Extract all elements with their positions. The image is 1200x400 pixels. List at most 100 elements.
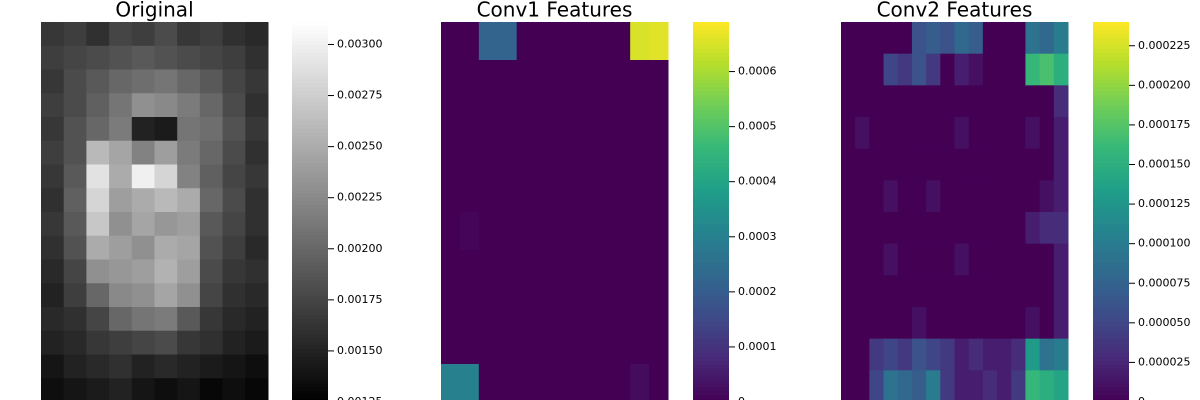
colorbar-gradient bbox=[292, 371, 328, 376]
colorbar-gradient bbox=[1093, 79, 1129, 84]
colorbar-gradient bbox=[1093, 333, 1129, 338]
colorbar-gradient bbox=[292, 109, 328, 114]
colorbar-gradient bbox=[292, 299, 328, 304]
colorbar-gradient bbox=[1093, 219, 1129, 224]
heatmap-cell bbox=[1039, 212, 1055, 245]
heatmap-cell bbox=[611, 288, 631, 327]
heatmap-cell bbox=[897, 275, 913, 308]
heatmap-cell bbox=[911, 243, 927, 276]
colorbar-gradient bbox=[1093, 227, 1129, 232]
colorbar-gradient bbox=[292, 242, 328, 247]
heatmap-cell bbox=[535, 326, 555, 365]
colorbar-gradient bbox=[693, 386, 729, 392]
colorbar-gradient bbox=[693, 295, 729, 300]
heatmap-cell bbox=[940, 275, 955, 308]
heatmap-cell bbox=[649, 326, 669, 365]
colorbar-gradient bbox=[292, 329, 328, 335]
colorbar-gradient bbox=[1093, 162, 1129, 167]
heatmap-cell bbox=[940, 338, 955, 371]
heatmap-cell bbox=[222, 140, 246, 165]
colorbar-gradient bbox=[693, 219, 729, 224]
colorbar-gradient bbox=[693, 75, 729, 80]
colorbar-tick-label: 0.00300 bbox=[337, 37, 383, 50]
heatmap-cell bbox=[41, 354, 65, 379]
heatmap-cell bbox=[968, 275, 984, 308]
heatmap-cell bbox=[131, 117, 155, 142]
heatmap-cell bbox=[41, 69, 65, 94]
heatmap-cell bbox=[611, 22, 631, 61]
heatmap-cell bbox=[177, 188, 201, 213]
heatmap-cell bbox=[911, 22, 927, 55]
heatmap-cell bbox=[131, 45, 155, 70]
colorbar-gradient bbox=[693, 132, 729, 137]
heatmap-cell bbox=[611, 136, 631, 175]
colorbar-gradient bbox=[292, 101, 328, 107]
colorbar-gradient bbox=[292, 124, 328, 129]
heatmap-cell bbox=[41, 235, 65, 260]
colorbar-gradient bbox=[292, 367, 328, 373]
heatmap-cell bbox=[1011, 85, 1026, 118]
heatmap-cell bbox=[63, 330, 87, 355]
heatmap-cell bbox=[245, 259, 269, 284]
heatmap-cell bbox=[222, 93, 246, 118]
heatmap-cell bbox=[109, 259, 133, 284]
colorbar-gradient bbox=[1093, 143, 1129, 148]
heatmap-cell bbox=[245, 140, 269, 165]
colorbar-gradient bbox=[292, 341, 328, 346]
heatmap-cell bbox=[841, 338, 856, 371]
colorbar-gradient bbox=[1093, 196, 1129, 202]
colorbar-gradient bbox=[1093, 128, 1129, 133]
heatmap-cell bbox=[177, 307, 201, 332]
heatmap-cell bbox=[63, 259, 87, 284]
heatmap-cell bbox=[926, 338, 941, 371]
heatmap-cell bbox=[883, 117, 899, 150]
heatmap-cell bbox=[245, 188, 269, 213]
colorbar-gradient bbox=[292, 56, 328, 61]
heatmap-cell bbox=[855, 22, 870, 55]
heatmap-cell bbox=[222, 354, 246, 379]
heatmap-cell bbox=[982, 370, 998, 400]
heatmap-cell bbox=[478, 364, 499, 400]
colorbar-gradient bbox=[292, 375, 328, 380]
heatmap-cell bbox=[841, 275, 856, 308]
heatmap-cell bbox=[131, 354, 155, 379]
heatmap-cell bbox=[855, 275, 870, 308]
colorbar-tick-label: 0.00200 bbox=[337, 242, 383, 255]
colorbar-gradient bbox=[292, 117, 328, 122]
colorbar-gradient bbox=[1093, 117, 1129, 122]
heatmap-cell bbox=[63, 117, 87, 142]
heatmap-cell bbox=[1039, 148, 1055, 181]
heatmap-cell bbox=[109, 22, 133, 47]
heatmap-cell bbox=[86, 188, 110, 213]
heatmap-cell bbox=[997, 338, 1012, 371]
heatmap-cell bbox=[554, 98, 574, 137]
heatmap-cell bbox=[245, 354, 269, 379]
colorbar-gradient bbox=[292, 314, 328, 319]
colorbar-gradient bbox=[1093, 208, 1129, 213]
colorbar-gradient bbox=[693, 238, 729, 243]
colorbar-gradient bbox=[693, 94, 729, 99]
colorbar-gradient bbox=[693, 174, 729, 179]
heatmap-cell bbox=[63, 235, 87, 260]
heatmap-cell bbox=[441, 22, 461, 61]
heatmap-cell bbox=[592, 364, 612, 400]
heatmap-cell bbox=[516, 60, 537, 99]
colorbar-gradient bbox=[292, 79, 328, 84]
heatmap-cell bbox=[911, 85, 927, 118]
colorbar-tick-label: 0.00150 bbox=[337, 344, 383, 357]
colorbar-gradient bbox=[693, 326, 729, 331]
heatmap-cell bbox=[245, 378, 269, 400]
heatmap-cell bbox=[869, 212, 885, 245]
colorbar-gradient bbox=[693, 246, 729, 251]
heatmap-cell bbox=[869, 370, 885, 400]
colorbar-gradient bbox=[693, 212, 729, 217]
heatmap-cell bbox=[968, 85, 984, 118]
heatmap-cell bbox=[41, 188, 65, 213]
colorbar-gradient bbox=[693, 60, 729, 65]
colorbar-gradient bbox=[1093, 253, 1129, 259]
heatmap-cell bbox=[954, 338, 970, 371]
colorbar-gradient bbox=[292, 345, 328, 350]
heatmap-cell bbox=[41, 259, 65, 284]
colorbar-gradient bbox=[1093, 67, 1129, 72]
heatmap-cell bbox=[841, 148, 856, 181]
